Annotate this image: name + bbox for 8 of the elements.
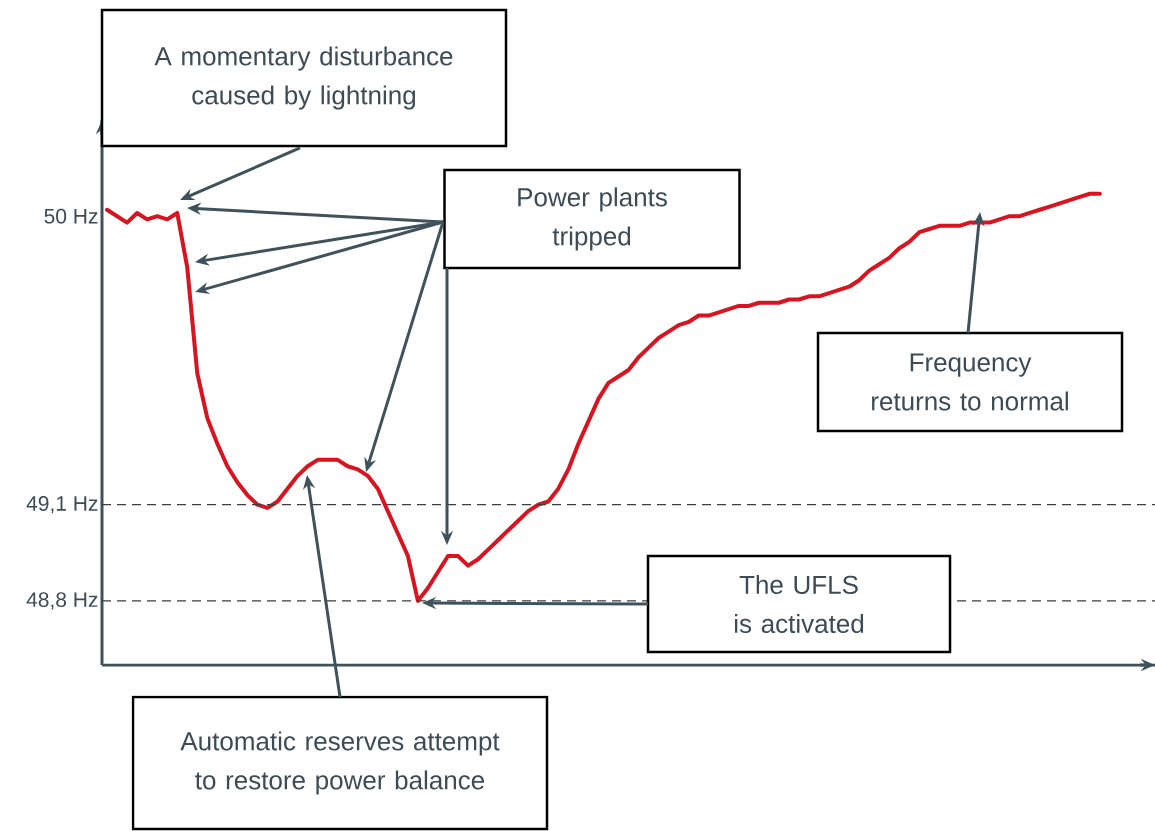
- annotation: Power plants tripped: [518, 187, 667, 251]
- annotation: The UFLS is activated: [735, 574, 864, 634]
- y-tick-label: 48,8 Hz: [26, 592, 98, 610]
- y-tick-label: 49,1 Hz: [26, 496, 98, 514]
- text: Automatic reserves attempt to restore power balance: [180, 731, 500, 795]
- y-tick-label: 50 Hz: [44, 208, 98, 224]
- annotation: Frequency returns to normal: [872, 353, 1068, 411]
- text: A momentary disturbance caused by lightning: [154, 46, 453, 110]
